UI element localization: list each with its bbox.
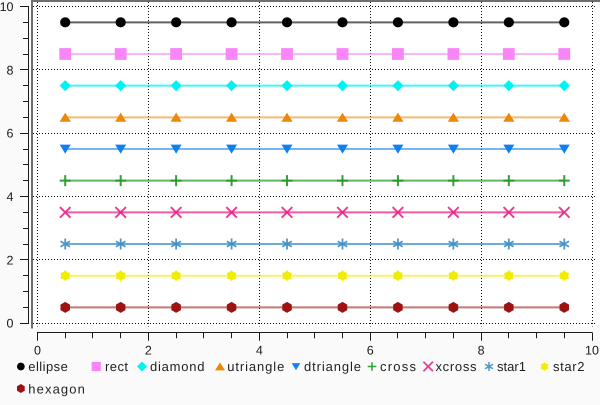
svg-text:star2: star2 [553, 359, 585, 374]
svg-text:6: 6 [7, 127, 14, 141]
svg-text:2: 2 [7, 253, 14, 267]
svg-text:4: 4 [256, 344, 263, 358]
svg-text:hexagon: hexagon [28, 382, 85, 397]
svg-text:8: 8 [7, 63, 14, 77]
svg-text:xcross: xcross [436, 359, 478, 374]
svg-text:rect: rect [105, 359, 128, 374]
svg-text:diamond: diamond [150, 359, 205, 374]
svg-text:10: 10 [585, 344, 599, 358]
svg-text:0: 0 [34, 344, 41, 358]
svg-text:0: 0 [7, 317, 14, 331]
svg-text:star1: star1 [497, 359, 526, 374]
svg-text:2: 2 [145, 344, 152, 358]
svg-text:4: 4 [7, 190, 14, 204]
svg-text:ellipse: ellipse [28, 359, 68, 374]
svg-text:10: 10 [0, 0, 14, 14]
svg-text:cross: cross [380, 359, 417, 374]
svg-text:dtriangle: dtriangle [304, 359, 361, 374]
svg-text:6: 6 [367, 344, 374, 358]
svg-text:8: 8 [478, 344, 485, 358]
svg-text:utriangle: utriangle [227, 359, 284, 374]
